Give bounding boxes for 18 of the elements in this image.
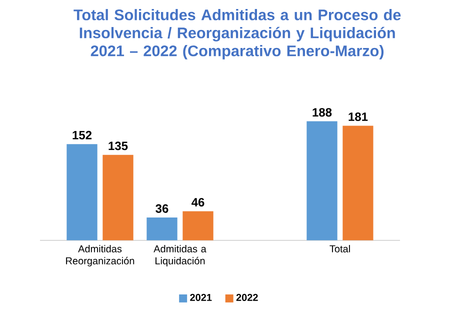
bar: [306, 121, 338, 240]
data-label: 181: [348, 112, 368, 122]
bar: [146, 218, 178, 240]
bar: [66, 144, 98, 240]
chart-title: Total Solicitudes Admitidas a un Proceso de Insolvencia / Reorganización y Liquidación 2021 – 2022 (Comparativo Enero-Marzo): [74, 9, 401, 60]
bar: [342, 126, 374, 240]
x-tick-label: Admitidas a Liquidación: [154, 245, 206, 266]
x-tick-label: Total: [330, 245, 350, 252]
bar: [182, 211, 214, 240]
legend-label: 2022: [236, 294, 258, 302]
data-label: 152: [72, 130, 92, 140]
data-label: 135: [108, 142, 128, 150]
x-tick-label: Admitidas Reorganización: [66, 245, 134, 266]
bar: [102, 154, 134, 240]
data-label: 188: [312, 108, 332, 117]
data-label: 36: [156, 204, 168, 213]
legend-label: 2021: [190, 294, 212, 302]
data-label: 46: [192, 198, 204, 207]
